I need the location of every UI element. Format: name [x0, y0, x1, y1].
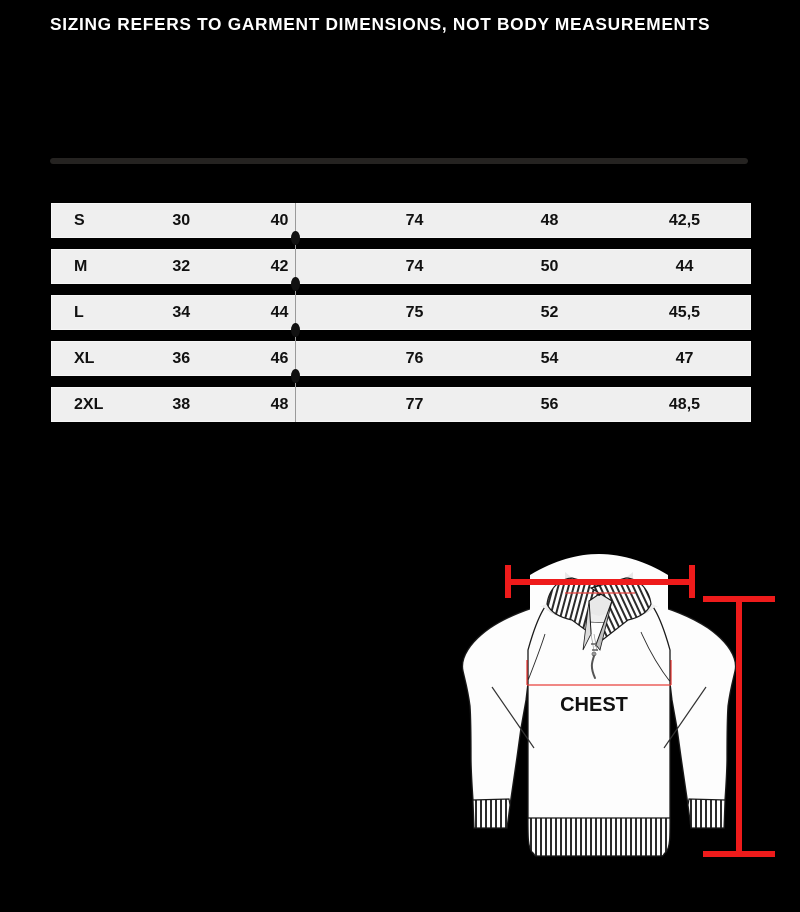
svg-text:CHEST: CHEST — [560, 694, 628, 716]
